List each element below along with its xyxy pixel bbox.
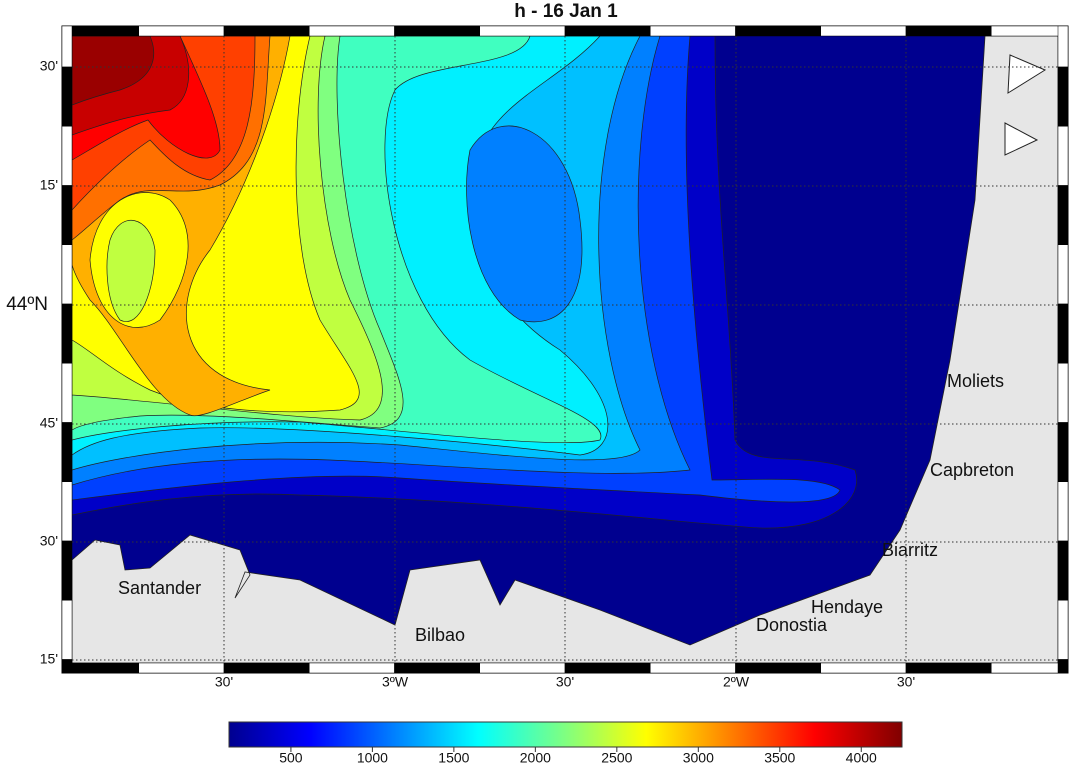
frame-segment (479, 25, 566, 37)
place-name: Moliets (947, 371, 1004, 391)
frame-segment (1057, 185, 1069, 245)
contours (72, 36, 857, 529)
depth-field (72, 36, 1058, 663)
frame-segment (138, 662, 225, 674)
frame-segment (61, 662, 139, 674)
colorbar-tick-label: 2500 (601, 750, 632, 766)
place-name: Hendaye (811, 597, 883, 617)
frame-segment (905, 662, 992, 674)
lat-label: 15' (40, 177, 58, 193)
lon-label: 2ºW (723, 674, 750, 690)
lat-label: 30' (40, 58, 58, 74)
frame-segment (820, 25, 907, 37)
frame-segment (61, 540, 73, 601)
marker (1007, 54, 1047, 94)
frame-segment (61, 66, 73, 127)
place-name: Capbreton (930, 460, 1014, 480)
lon-label: 3ºW (382, 674, 409, 690)
frame-segment (1057, 66, 1069, 127)
frame-segment (1057, 422, 1069, 482)
colorbar-tick-label: 3500 (764, 750, 795, 766)
frame-segment (61, 659, 73, 674)
frame-segment (1057, 363, 1069, 423)
frame-segment (650, 25, 736, 37)
frame-segment (1057, 540, 1069, 601)
frame-segment (1057, 481, 1069, 542)
frame-segment (223, 662, 310, 674)
place-name: Santander (118, 578, 201, 598)
frame-segment (223, 25, 310, 37)
frame-segment (61, 422, 73, 482)
colorbar-tick-label: 500 (279, 750, 303, 766)
frame-segment (61, 303, 73, 364)
colorbar-tick-label: 3000 (683, 750, 714, 766)
lon-label: 30' (556, 674, 574, 690)
frame-segment (820, 662, 907, 674)
frame-segment (735, 662, 821, 674)
frame-segment (61, 126, 73, 186)
frame-segment (1057, 244, 1069, 305)
colorbar-tick-label: 2000 (520, 750, 551, 766)
frame-segment (394, 662, 480, 674)
frame-segment (309, 25, 395, 37)
frame-segment (61, 600, 73, 660)
frame-segment (991, 25, 1069, 37)
frame-segment (61, 25, 139, 37)
frame-segment (394, 25, 480, 37)
frame-segment (61, 244, 73, 305)
marker (1004, 122, 1039, 156)
place-name: Bilbao (415, 625, 465, 645)
lon-label: 30' (897, 674, 915, 690)
frame-segment (61, 185, 73, 245)
lat-label: 45' (40, 415, 58, 431)
place-name: Donostia (756, 615, 828, 635)
graticule (72, 36, 1058, 663)
frame-segment (905, 25, 992, 37)
frame-segment (1057, 303, 1069, 364)
map-title: h - 16 Jan 1 (514, 1, 618, 22)
frame-segment (1057, 25, 1069, 68)
frame-segment (564, 25, 651, 37)
lat-label: 30' (40, 533, 58, 549)
frame-segment (61, 363, 73, 423)
land (72, 36, 1058, 663)
colorbar (228, 721, 903, 748)
frame-segment (650, 662, 736, 674)
lon-label: 30' (215, 674, 233, 690)
frame-segment (1057, 126, 1069, 186)
frame-segment (61, 481, 73, 542)
frame-segment (735, 25, 821, 37)
frame-segment (138, 25, 225, 37)
frame-segment (1057, 600, 1069, 660)
frame-segment (991, 662, 1069, 674)
lat-label: 44ºN (6, 294, 48, 315)
frame-segment (309, 662, 395, 674)
frame-segment (1057, 659, 1069, 674)
frame-segment (61, 25, 73, 68)
colorbar-tick-label: 4000 (846, 750, 877, 766)
place-name: Biarritz (882, 540, 938, 560)
colorbar-tick-label: 1000 (357, 750, 388, 766)
map-frame (61, 25, 1069, 674)
lat-label: 15' (40, 651, 58, 667)
frame-segment (479, 662, 566, 674)
labels: 30' 3ºW 30' 2ºW 30' 30' 15' 44ºN 45' 30' 15' Moliet… (6, 58, 1014, 690)
colorbar-tick-label: 1500 (438, 750, 469, 766)
frame-segment (564, 662, 651, 674)
